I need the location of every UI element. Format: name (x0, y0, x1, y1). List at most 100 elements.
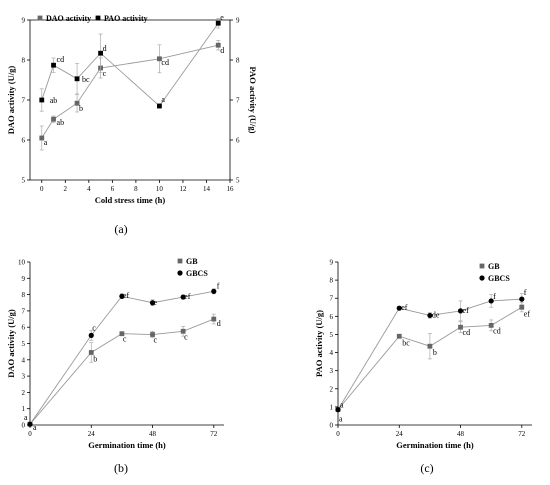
data-point (519, 296, 525, 302)
data-point (119, 331, 125, 337)
data-point (396, 305, 402, 311)
y-tick-label: 6 (330, 313, 334, 321)
legend-marker (95, 15, 101, 21)
y-tick-label: 8 (22, 291, 26, 299)
y-tick-label: 7 (330, 295, 334, 303)
series-line-dao-activity (41, 44, 219, 139)
legend-label: GB (488, 262, 500, 271)
legend-marker (37, 15, 43, 21)
x-tick-label: 0 (336, 430, 340, 438)
y-tick-label: 8 (22, 57, 26, 65)
data-point (74, 100, 80, 106)
legend-marker (177, 270, 183, 276)
chart-panel-b: 0 24 48 72 0 1 2 3 4 5 6 7 8 9 10 Germination time (h) D… (6, 257, 224, 475)
significance-label: bc (82, 75, 90, 84)
significance-label: ef (123, 291, 130, 300)
y-tick-label: 2 (330, 385, 334, 393)
significance-label: c (103, 69, 107, 78)
data-point (458, 324, 463, 330)
data-point (119, 293, 125, 299)
x-tick-label: 6 (111, 185, 115, 193)
significance-label: a (44, 138, 48, 147)
data-point (39, 97, 45, 103)
legend-label: GB (186, 257, 198, 266)
significance-label: a (339, 415, 343, 424)
y-tick-label: 7 (22, 97, 26, 105)
y-tick-label: 9 (330, 259, 334, 267)
significance-label: f (524, 288, 527, 297)
y2-axis-title: PAO activity (U/g) (248, 67, 258, 134)
y-tick-label: 4 (22, 356, 26, 364)
significance-label: a (24, 413, 28, 422)
x-tick-label: 2 (64, 185, 68, 193)
series-line-gbcs (337, 298, 522, 410)
significance-label: a (161, 95, 165, 104)
y-tick-label: 1 (330, 403, 334, 411)
y-tick-label: 7 (22, 307, 26, 315)
significance-label: d (220, 46, 224, 55)
significance-label: a (340, 401, 344, 410)
significance-label: bc (402, 338, 410, 347)
x-axis-title: Germination time (h) (88, 440, 166, 450)
y2-tick-label: 5 (236, 177, 240, 185)
data-point (427, 343, 433, 349)
data-point (180, 294, 186, 300)
data-point (150, 332, 155, 337)
y-axis-title: DAO activity (U/g) (6, 309, 16, 378)
y-tick-label: 5 (22, 340, 26, 348)
series-line-gb (337, 306, 523, 410)
legend-label: GBCS (488, 274, 510, 283)
significance-label: e (220, 13, 224, 22)
y-tick-label: 5 (330, 331, 334, 339)
figure-caption: (b) (114, 461, 128, 475)
y-tick-label: 8 (330, 277, 334, 285)
data-point (39, 135, 45, 141)
x-tick-label: 8 (134, 185, 138, 193)
data-point (519, 304, 525, 310)
data-point (396, 333, 402, 339)
y-tick-label: 2 (22, 389, 26, 397)
figure-caption: (a) (114, 222, 127, 236)
series-line-gb (29, 318, 214, 425)
chart-panel-c: 0 24 48 72 0 1 2 3 4 5 6 7 8 9 Germination time (h) PAO… (314, 259, 532, 475)
x-tick-label: 72 (518, 430, 526, 438)
y2-tick-label: 8 (236, 57, 240, 65)
data-point (488, 298, 494, 304)
x-axis-title: Cold stress time (h) (95, 195, 166, 205)
significance-label: c (123, 335, 127, 344)
x-tick-label: 0 (28, 430, 32, 438)
significance-label: f (217, 281, 220, 290)
x-tick-label: 24 (88, 430, 96, 438)
significance-label: b (433, 348, 437, 357)
series-line-pao-activity (41, 22, 219, 107)
data-point (215, 42, 221, 48)
significance-label: cd (463, 328, 471, 337)
significance-label: c (92, 323, 96, 332)
y-tick-label: 3 (22, 373, 26, 381)
data-point (88, 332, 94, 338)
y-tick-label: 1 (22, 405, 26, 413)
data-point (157, 56, 162, 62)
y-tick-label: 9 (22, 17, 26, 25)
data-point (488, 322, 494, 328)
legend-label: DAO activity (46, 14, 91, 23)
significance-label: e (154, 298, 158, 307)
legend-marker (479, 263, 485, 269)
data-point (457, 308, 464, 314)
data-point (157, 103, 162, 109)
significance-label: ab (57, 118, 65, 127)
y-tick-label: 5 (22, 177, 26, 185)
significance-label: c (184, 332, 188, 341)
y-axis-title: PAO activity (U/g) (314, 310, 324, 377)
data-point (51, 116, 56, 122)
data-point (211, 316, 217, 322)
y-tick-label: 6 (22, 137, 26, 145)
legend-label: PAO activity (104, 14, 148, 23)
data-point (149, 300, 156, 306)
significance-label: d (217, 319, 221, 328)
data-point (215, 20, 221, 26)
y2-tick-label: 9 (236, 17, 240, 25)
data-point (180, 328, 186, 334)
